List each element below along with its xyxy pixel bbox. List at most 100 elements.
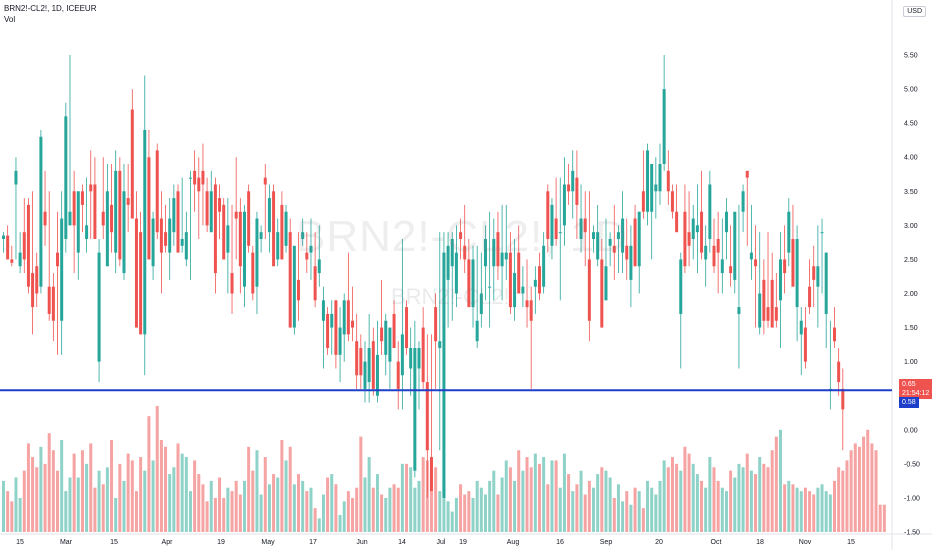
candle-body bbox=[450, 238, 454, 267]
candle-body bbox=[683, 211, 687, 267]
y-tick-label: 4.50 bbox=[904, 121, 918, 128]
candle-body bbox=[230, 273, 234, 294]
candle-body bbox=[833, 327, 836, 342]
volume-bar bbox=[259, 494, 263, 532]
volume-bar bbox=[467, 491, 471, 532]
volume-bar bbox=[513, 480, 517, 532]
volume-bar bbox=[646, 480, 650, 532]
candle-body bbox=[841, 388, 845, 410]
volume-bar bbox=[758, 457, 762, 532]
volume-bar bbox=[670, 457, 674, 532]
volume-indicator-label[interactable]: Vol bbox=[4, 15, 16, 24]
candle-body bbox=[375, 354, 379, 396]
candle-body bbox=[105, 191, 109, 267]
volume-bar bbox=[575, 484, 579, 532]
volume-bar bbox=[874, 450, 878, 532]
price-axis[interactable]: -1.50-1.00-0.500.000.501.001.502.002.503… bbox=[904, 53, 920, 537]
candle-body bbox=[724, 211, 728, 233]
volume-bar bbox=[164, 446, 168, 532]
symbol-watermark-small: BRN2!-CL2! bbox=[391, 284, 510, 309]
volume-bar bbox=[720, 487, 724, 532]
volume-bar bbox=[783, 484, 787, 532]
volume-bar bbox=[10, 501, 14, 532]
candle-body bbox=[467, 259, 471, 308]
x-tick-label: Jun bbox=[356, 539, 367, 546]
volume-bar bbox=[712, 467, 716, 532]
candle-body bbox=[542, 245, 546, 287]
candle-body bbox=[496, 232, 500, 267]
candle-body bbox=[147, 157, 151, 260]
volume-bar bbox=[80, 450, 84, 532]
y-tick-label: -1.50 bbox=[904, 530, 920, 537]
candle-body bbox=[745, 170, 749, 178]
bar-countdown: 21:54:12 bbox=[902, 390, 930, 397]
volume-bar bbox=[812, 494, 816, 532]
volume-bar bbox=[64, 491, 68, 532]
volume-bar bbox=[496, 494, 500, 532]
candle-body bbox=[463, 245, 467, 260]
volume-bar bbox=[596, 474, 600, 532]
candle-body bbox=[188, 177, 192, 179]
volume-bar bbox=[662, 460, 666, 532]
x-tick-label: 19 bbox=[459, 539, 467, 546]
volume-bar bbox=[587, 480, 591, 532]
volume-bar bbox=[238, 494, 242, 532]
volume-bar bbox=[143, 470, 147, 532]
volume-bar bbox=[770, 450, 774, 532]
candle-body bbox=[529, 300, 533, 321]
candle-body bbox=[31, 273, 35, 308]
candle-body bbox=[633, 218, 637, 267]
x-tick-label: Sep bbox=[600, 539, 613, 546]
volume-bar bbox=[355, 487, 359, 532]
volume-bar bbox=[101, 484, 105, 532]
volume-bar bbox=[521, 470, 525, 532]
volume-bar bbox=[188, 491, 192, 532]
x-tick-label: 17 bbox=[309, 539, 317, 546]
volume-bar bbox=[866, 429, 870, 532]
candle-body bbox=[101, 211, 105, 226]
candle-body bbox=[429, 457, 433, 492]
volume-bar bbox=[741, 467, 745, 532]
volume-bar bbox=[762, 463, 766, 532]
volume-bar bbox=[799, 491, 803, 532]
candle-body bbox=[280, 204, 284, 260]
candle-body bbox=[737, 307, 741, 314]
volume-bar bbox=[346, 491, 350, 532]
candle-body bbox=[164, 232, 168, 246]
candle-body bbox=[60, 218, 64, 321]
candle-body bbox=[571, 170, 575, 192]
volume-bar bbox=[18, 497, 22, 532]
candle-body bbox=[39, 136, 43, 287]
volume-bar bbox=[184, 457, 188, 532]
candle-body bbox=[612, 245, 616, 253]
candle-body bbox=[2, 235, 5, 239]
volume-bar bbox=[130, 460, 134, 532]
symbol-title[interactable]: BRN2!-CL2!, 1D, ICEEUR bbox=[4, 4, 97, 13]
time-axis[interactable]: 15 Mar 15 Apr 19 May 17 Jun 14 Jul 19 Aug 16 Sep 20 Oct… bbox=[16, 539, 855, 546]
volume-bar bbox=[205, 501, 209, 532]
candle-body bbox=[558, 232, 562, 234]
volume-bar bbox=[89, 443, 93, 532]
currency-badge[interactable]: USD bbox=[903, 6, 926, 17]
candle-body bbox=[670, 191, 674, 212]
volume-bar bbox=[201, 484, 205, 532]
volume-bar bbox=[616, 484, 620, 532]
volume-bar bbox=[841, 470, 845, 532]
volume-bar bbox=[321, 494, 325, 532]
candle-body bbox=[666, 170, 670, 192]
volume-bar bbox=[380, 494, 384, 532]
candle-body bbox=[687, 232, 691, 246]
candle-body bbox=[355, 341, 359, 376]
volume-bar bbox=[317, 518, 321, 532]
candle-body bbox=[579, 218, 583, 239]
candle-body bbox=[774, 307, 778, 321]
candle-body bbox=[641, 191, 645, 212]
candle-body bbox=[89, 184, 93, 192]
candle-body bbox=[351, 320, 355, 328]
candle-body bbox=[483, 238, 487, 267]
volume-bar bbox=[193, 460, 197, 532]
volume-bar bbox=[230, 491, 234, 532]
volume-bar bbox=[579, 470, 583, 532]
candle-body bbox=[517, 252, 521, 294]
